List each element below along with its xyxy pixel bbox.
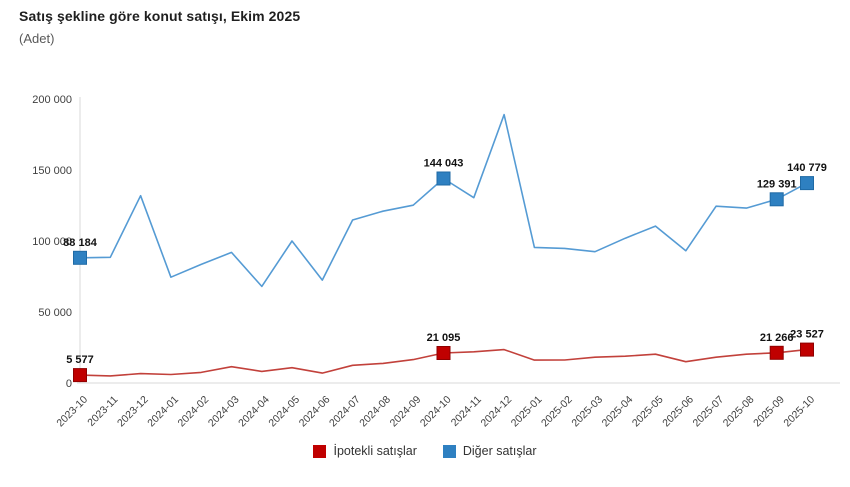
legend-label-diger-satislar: Diğer satışlar: [462, 444, 537, 458]
x-tick-label: 2025-01: [509, 394, 545, 430]
x-tick-label: 2024-11: [449, 394, 484, 429]
x-tick-label: 2024-12: [478, 394, 514, 430]
data-point-label-ipotekli-satislar: 23 527: [790, 329, 824, 341]
y-tick-label: 200 000: [32, 94, 72, 106]
data-point-marker-ipotekli-satislar[interactable]: [73, 368, 87, 383]
data-point-marker-diger-satislar[interactable]: [436, 171, 451, 186]
y-tick-label: 50 000: [38, 307, 72, 319]
x-tick-label: 2025-10: [781, 394, 817, 430]
x-tick-label: 2023-11: [85, 394, 120, 429]
legend-label-ipotekli-satislar: İpotekli satışlar: [333, 444, 417, 458]
data-point-label-diger-satislar: 144 043: [424, 158, 464, 170]
data-point-label-diger-satislar: 140 779: [787, 162, 827, 174]
data-point-label-diger-satislar: 88 184: [63, 237, 98, 249]
data-point-marker-ipotekli-satislar[interactable]: [800, 342, 814, 357]
data-point-marker-diger-satislar[interactable]: [73, 250, 87, 265]
x-tick-label: 2024-01: [145, 394, 181, 430]
x-tick-label: 2025-04: [600, 394, 636, 430]
data-point-label-ipotekli-satislar: 5 577: [66, 354, 94, 366]
chart-header: Satış şekline göre konut satışı, Ekim 20…: [19, 8, 300, 46]
legend-item-diger-satislar[interactable]: Diğer satışlar: [442, 444, 537, 458]
data-point-label-diger-satislar: 129 391: [757, 178, 797, 190]
y-tick-label: 0: [66, 378, 72, 390]
chart-unit-label: (Adet): [19, 31, 55, 46]
x-tick-label: 2024-10: [418, 394, 454, 430]
x-tick-label: 2025-08: [721, 394, 757, 430]
x-tick-label: 2024-03: [206, 394, 242, 430]
x-tick-label: 2023-12: [115, 394, 151, 430]
legend-swatch-diger-satislar: [442, 444, 456, 458]
data-point-marker-ipotekli-satislar[interactable]: [436, 346, 451, 360]
x-tick-label: 2025-03: [569, 394, 605, 430]
x-tick-label: 2024-04: [236, 394, 272, 430]
data-point-marker-diger-satislar[interactable]: [800, 176, 814, 191]
x-tick-label: 2023-10: [54, 394, 90, 430]
chart-legend: İpotekli satışlar Diğer satışlar: [0, 444, 850, 458]
x-tick-label: 2024-05: [266, 394, 302, 430]
x-tick-label: 2025-07: [691, 394, 727, 430]
legend-swatch-ipotekli-satislar: [313, 444, 327, 458]
x-tick-label: 2024-06: [297, 394, 333, 430]
series-line-diger-satislar[interactable]: [79, 113, 808, 288]
x-tick-label: 2024-09: [388, 394, 424, 430]
data-point-label-ipotekli-satislar: 21 095: [427, 332, 461, 344]
x-tick-label: 2025-02: [539, 394, 575, 430]
x-tick-label: 2024-08: [357, 394, 393, 430]
data-point-marker-ipotekli-satislar[interactable]: [769, 345, 784, 360]
y-tick-label: 150 000: [32, 165, 72, 177]
chart-title: Satış şekline göre konut satışı, Ekim 20…: [19, 8, 301, 24]
x-tick-label: 2024-07: [327, 394, 363, 430]
x-tick-label: 2025-09: [751, 394, 787, 430]
data-point-marker-diger-satislar[interactable]: [769, 192, 784, 207]
y-tick-label: 100 000: [32, 236, 72, 248]
data-point-label-ipotekli-satislar: 21 266: [760, 332, 794, 344]
x-tick-label: 2025-06: [660, 394, 696, 430]
x-tick-label: 2024-02: [176, 394, 212, 430]
x-tick-label: 2025-05: [630, 394, 666, 430]
legend-item-ipotekli-satislar[interactable]: İpotekli satışlar: [313, 444, 417, 458]
